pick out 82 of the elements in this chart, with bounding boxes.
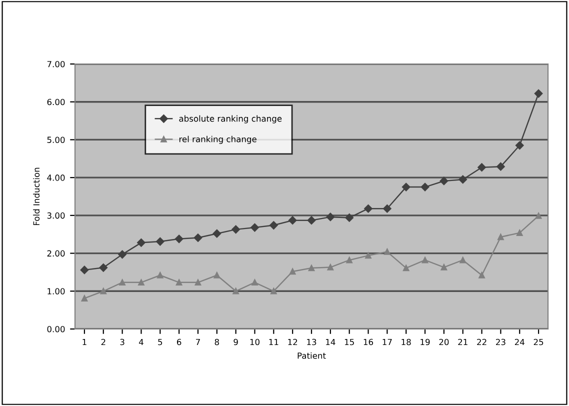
x-tick-label: 7 <box>196 338 200 346</box>
point <box>176 279 182 286</box>
point <box>137 238 146 247</box>
y-tick-label: 0.00 <box>47 326 65 332</box>
point <box>460 256 466 264</box>
point <box>100 288 107 294</box>
point <box>535 212 542 219</box>
y-tick-label: 3.00 <box>47 212 65 219</box>
point <box>156 237 164 246</box>
x-tick-label: 5 <box>158 338 162 346</box>
point <box>383 204 392 213</box>
point <box>232 225 240 234</box>
point <box>214 272 220 278</box>
x-tick-label: 12 <box>288 338 298 346</box>
point <box>440 264 448 270</box>
x-tick-label: 18 <box>402 338 411 346</box>
point <box>270 221 278 230</box>
y-tick-label: 2.00 <box>47 250 65 257</box>
point <box>440 176 448 186</box>
point <box>174 234 184 244</box>
point <box>118 250 126 259</box>
point <box>119 279 126 286</box>
y-axis-title: Fold Induction <box>33 168 40 226</box>
x-tick-label: 4 <box>138 338 144 346</box>
legend-label: absolute ranking change <box>179 115 282 124</box>
point <box>345 214 354 222</box>
x-tick-label: 3 <box>120 338 124 346</box>
x-tick-label: 22 <box>477 338 486 346</box>
point <box>307 216 316 224</box>
x-tick-label: 14 <box>326 338 336 346</box>
x-tick-label: 8 <box>214 338 219 346</box>
x-tick-label: 2 <box>101 338 106 346</box>
x-tick-label: 23 <box>496 338 506 346</box>
point <box>138 279 144 286</box>
x-tick-label: 21 <box>458 338 468 346</box>
point <box>534 89 543 98</box>
point <box>194 279 202 286</box>
point <box>515 141 524 150</box>
point <box>80 266 89 274</box>
point <box>194 234 202 242</box>
x-tick-label: 1 <box>82 338 86 346</box>
y-tick-label: 7.00 <box>47 60 65 68</box>
x-tick-label: 25 <box>534 338 544 346</box>
y-tick-label: 4.00 <box>47 174 65 181</box>
x-tick-label: 19 <box>420 338 430 346</box>
x-tick-label: 6 <box>176 338 182 346</box>
point <box>346 256 352 264</box>
y-tick-label: 1.00 <box>48 288 65 294</box>
x-tick-label: 24 <box>514 338 524 346</box>
y-tick-label: 5.00 <box>47 136 65 143</box>
x-tick-label: 20 <box>439 338 449 346</box>
point <box>212 229 222 238</box>
point <box>289 268 296 275</box>
point <box>478 163 486 172</box>
x-axis-title: Patient <box>298 352 326 359</box>
point <box>99 264 108 272</box>
point <box>498 234 504 240</box>
point <box>458 175 467 184</box>
point <box>326 212 335 222</box>
x-tick-label: 16 <box>364 338 374 346</box>
point <box>81 295 88 302</box>
point <box>420 182 430 192</box>
x-tick-label: 13 <box>307 338 316 346</box>
x-tick-label: 15 <box>344 338 354 346</box>
x-tick-label: 10 <box>250 338 260 346</box>
point <box>402 182 410 192</box>
x-tick-label: 17 <box>382 338 392 346</box>
point <box>402 264 410 272</box>
point <box>422 256 428 264</box>
y-tick-label: 6.00 <box>47 98 65 106</box>
point <box>365 252 372 259</box>
point <box>250 223 259 232</box>
point <box>308 264 315 272</box>
x-tick-label: 11 <box>269 338 278 346</box>
point <box>496 162 505 171</box>
x-tick-label: 9 <box>234 338 238 346</box>
point <box>516 230 523 236</box>
legend-label: rel ranking change <box>179 136 256 144</box>
point <box>288 216 297 224</box>
point <box>327 264 334 270</box>
point <box>364 204 372 213</box>
point <box>252 279 258 286</box>
